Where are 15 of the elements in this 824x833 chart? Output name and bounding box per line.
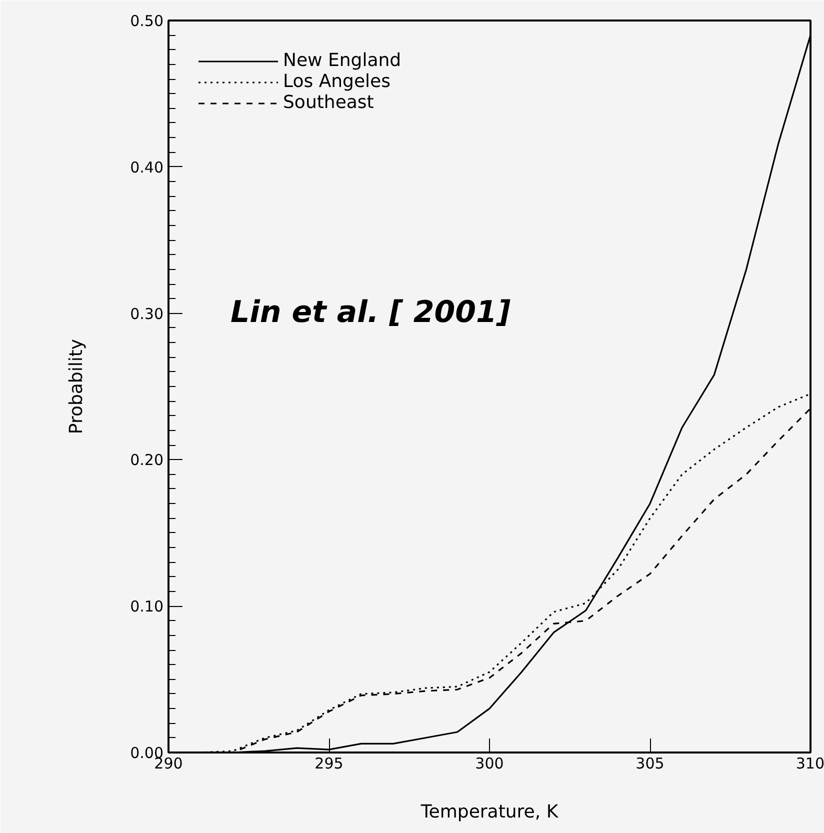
y-tick-label: 0.20 bbox=[130, 451, 164, 470]
annotation: Lin et al. [ 2001] bbox=[230, 295, 511, 330]
y-axis-title: Probability bbox=[66, 338, 88, 434]
x-axis-title: Temperature, K bbox=[420, 802, 560, 822]
x-tick-label: 300 bbox=[475, 754, 504, 772]
y-tick-label: 0.50 bbox=[130, 12, 164, 30]
legend-label: Los Angeles bbox=[283, 71, 390, 92]
y-tick-label: 0.10 bbox=[130, 598, 164, 616]
y-tick-label: 0.30 bbox=[130, 304, 164, 323]
x-tick-label: 295 bbox=[314, 754, 344, 772]
y-tick-label: 0.40 bbox=[130, 158, 164, 176]
x-tick-label: 310 bbox=[796, 754, 824, 772]
x-tick-label: 305 bbox=[636, 754, 664, 772]
legend-label: Southeast bbox=[283, 92, 374, 113]
legend-label: New England bbox=[283, 50, 402, 71]
